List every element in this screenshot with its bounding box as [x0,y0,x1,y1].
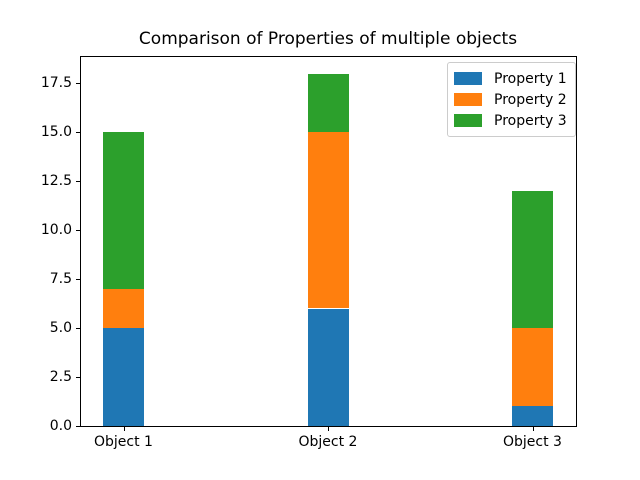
bar-segment-object-1-property-3 [103,132,144,289]
y-tick-mark [76,426,80,427]
y-tick-label: 5.0 [49,320,72,337]
x-tick-label: Object 2 [298,434,358,450]
y-tick-label: 17.5 [40,75,72,92]
y-tick-label: 15.0 [40,124,72,141]
y-tick-label: 7.5 [49,271,72,288]
legend-label: Property 2 [494,91,567,108]
y-tick-label: 12.5 [40,173,72,190]
y-tick-mark [76,83,80,85]
legend-entry-property-1: Property 1 [454,68,567,89]
bar-segment-object-2-property-2 [307,132,349,309]
bar-segment-object-3-property-2 [512,328,553,407]
chart-title: Comparison of Properties of multiple obj… [138,29,518,49]
y-tick-mark [76,230,80,232]
legend-swatch-property-3 [454,114,482,127]
y-tick-mark [76,132,80,134]
y-tick-label: 10.0 [40,222,72,239]
legend: Property 1 Property 2 Property 3 [447,62,576,137]
x-tick-mark [123,427,125,431]
y-tick-mark [76,279,80,281]
bar-segment-object-3-property-1 [512,406,553,426]
legend-entry-property-2: Property 2 [454,89,567,110]
bar-segment-object-1-property-2 [103,289,144,329]
bar-segment-object-2-property-1 [307,308,349,426]
y-tick-mark [76,328,80,330]
y-tick-mark [76,377,80,379]
x-tick-mark [328,427,329,431]
y-tick-mark [76,181,80,183]
bar-segment-object-1-property-1 [103,328,144,426]
legend-label: Property 3 [494,112,567,129]
x-tick-label: Object 3 [503,434,562,450]
legend-swatch-property-1 [454,72,482,85]
x-tick-mark [532,427,534,431]
legend-swatch-property-2 [454,93,482,106]
legend-label: Property 1 [494,70,567,87]
x-tick-label: Object 1 [94,434,153,450]
bar-segment-object-2-property-3 [307,73,349,133]
bar-segment-object-3-property-3 [512,191,553,329]
y-tick-label: 2.5 [49,369,72,386]
legend-entry-property-3: Property 3 [454,110,567,131]
y-tick-label: 0.0 [49,418,72,434]
